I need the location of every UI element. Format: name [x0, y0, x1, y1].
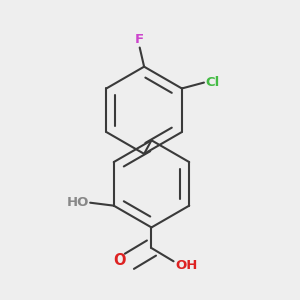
- Text: HO: HO: [66, 196, 89, 209]
- Text: Cl: Cl: [206, 76, 220, 89]
- Text: F: F: [135, 33, 144, 46]
- Text: O: O: [113, 253, 126, 268]
- Text: OH: OH: [175, 259, 197, 272]
